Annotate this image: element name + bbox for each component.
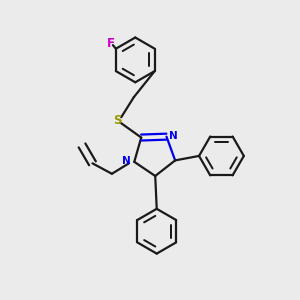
Text: F: F xyxy=(106,37,115,50)
Text: S: S xyxy=(113,114,122,127)
Text: N: N xyxy=(122,156,131,166)
Text: N: N xyxy=(169,131,177,141)
